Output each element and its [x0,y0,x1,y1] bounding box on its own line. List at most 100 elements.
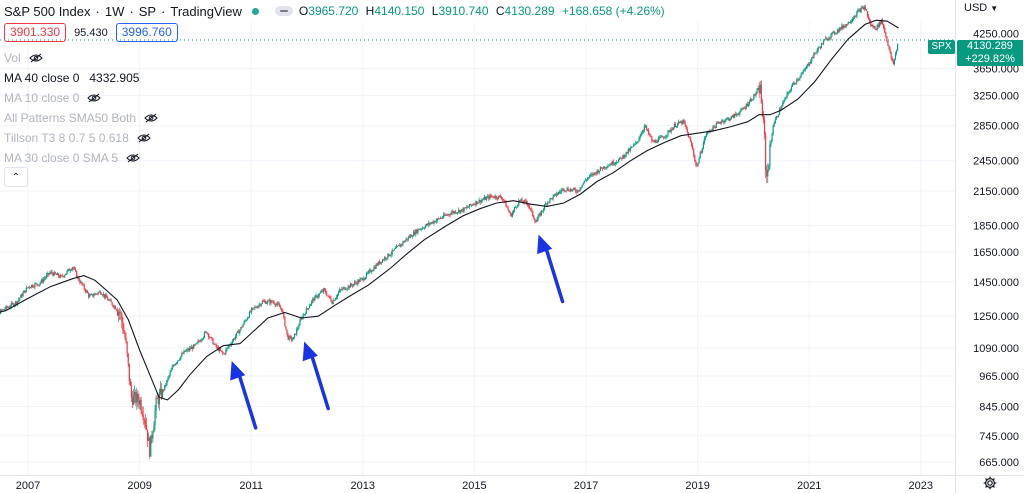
candle-body [135,391,137,403]
candle-body [22,292,24,297]
candle-body [421,227,423,229]
exchange-label: SP [138,3,157,19]
candle-body [748,101,751,105]
candle-body [658,137,660,139]
y-tick-label: 3250.000 [973,90,1019,102]
x-tick-label: 2009 [127,480,151,492]
currency-selector[interactable]: USD ▼ [964,2,998,14]
legend-item[interactable]: MA 40 close 0 4332.905 [4,68,158,88]
candle-body [19,297,21,300]
buy-button[interactable]: 3996.760 [115,23,178,42]
chart-header: S&P 500 Index · 1W · SP · TradingView O3… [4,2,669,20]
candle-body [7,307,9,308]
interval-label[interactable]: 1W [104,3,125,19]
candle-body [556,194,559,196]
candle-body [736,114,738,115]
candle-body [359,279,361,282]
candle-body [376,264,378,266]
candle-body [129,381,131,386]
candle-body [249,311,252,313]
candle-body [747,104,750,107]
legend-item[interactable]: MA 10 close 0 [4,88,158,108]
candle-body [430,223,432,225]
symbol-title[interactable]: S&P 500 Index [4,3,91,19]
candle-body [202,337,204,340]
candle-body [483,197,486,200]
candle-body [819,47,821,49]
candle-body [722,120,724,122]
candle-body [255,307,257,308]
visibility-toggle-icon[interactable] [274,6,293,16]
candle-body [449,214,451,216]
candle-body [355,282,357,284]
eye-hidden-icon[interactable] [126,153,140,163]
candle-body [638,138,640,142]
candle-body [409,235,412,238]
candle-body [767,169,769,177]
candle-body [883,24,885,29]
candle-body [83,284,85,290]
candle-body [799,77,801,79]
candle-body [171,366,173,370]
candle-body [219,348,222,351]
candle-body [751,99,753,101]
candle-body [445,214,447,216]
candle-body [692,145,694,150]
candle-body [510,213,512,217]
candle-body [461,208,463,211]
x-tick-label: 2007 [16,480,40,492]
candle-body [851,19,854,22]
candle-body [469,204,472,206]
candle-body [864,7,867,10]
candle-body [127,353,129,364]
candle-body [343,287,345,289]
candle-body [145,424,148,430]
legend-item[interactable]: Tillson T3 8 0.7 5 0.618 [4,128,158,148]
eye-hidden-icon[interactable] [87,93,102,103]
candle-body [189,348,192,349]
eye-hidden-icon[interactable] [144,113,158,123]
candle-body [682,120,684,124]
candle-body [9,306,11,308]
separator: · [95,3,100,19]
candle-body [895,50,898,54]
legend-item[interactable]: All Patterns SMA50 Both [4,108,158,128]
candle-body [576,191,578,193]
candle-body [192,347,194,349]
legend-label: MA 30 close 0 SMA 5 [4,151,119,165]
candle-body [897,43,899,51]
legend-item[interactable]: Vol [4,48,158,68]
candle-body [225,349,227,354]
gear-icon[interactable] [983,476,997,490]
candle-body [653,141,655,143]
candle-body [756,89,758,94]
candle-body [551,198,553,200]
candle-body [886,36,888,42]
sell-button[interactable]: 3901.330 [4,23,67,42]
eye-hidden-icon[interactable] [28,53,43,63]
candle-body [800,74,802,78]
candle-body [33,286,35,288]
candle-body [80,282,82,283]
candle-body [50,271,52,273]
candle-body [201,339,203,340]
candle-body [27,286,30,288]
candle-body [400,244,402,247]
x-tick-label: 2023 [909,480,933,492]
candle-body [224,353,226,355]
candle-body [65,273,67,275]
candle-body [422,227,424,229]
candle-body [56,273,59,275]
arrow-head [302,341,318,362]
candle-body [666,135,668,137]
candle-body [340,289,342,291]
candle-body [693,149,695,156]
candle-body [723,120,725,123]
low-label: L [431,4,439,18]
candle-body [586,178,589,180]
last-price-percent: +229.82% [965,53,1015,65]
legend-item[interactable]: MA 30 close 0 SMA 5 [4,148,158,168]
eye-hidden-icon[interactable] [137,133,151,143]
collapse-legend-button[interactable]: ⌃ [4,167,28,187]
